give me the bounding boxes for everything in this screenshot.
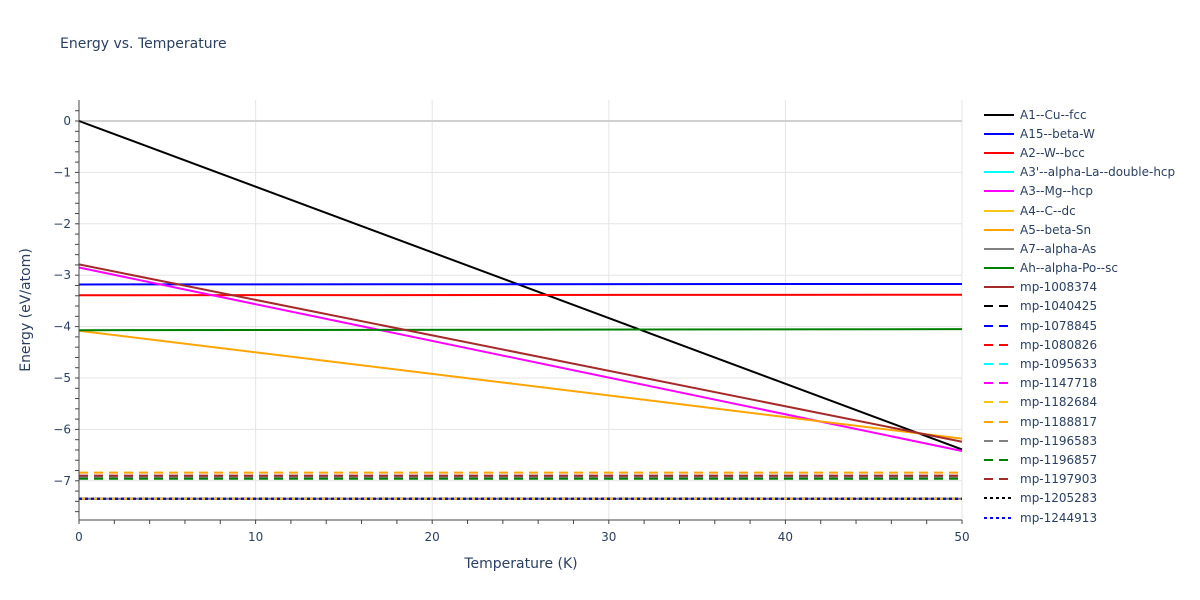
legend-item[interactable]: mp-1095633: [984, 354, 1175, 373]
series-line[interactable]: [78, 120, 963, 451]
legend-label: mp-1080826: [1020, 337, 1098, 352]
y-tick-label: −1: [53, 165, 71, 179]
legend-swatch-icon: [984, 286, 1014, 289]
legend-swatch-icon: [984, 247, 1014, 250]
legend-swatch-icon: [984, 382, 1014, 385]
legend-item[interactable]: A7--alpha-As: [984, 239, 1175, 258]
legend-item[interactable]: mp-1080826: [984, 335, 1175, 354]
legend-swatch-icon: [984, 478, 1014, 481]
legend-item[interactable]: mp-1182684: [984, 393, 1175, 412]
series-line[interactable]: [78, 329, 963, 440]
legend-label: A4--C--dc: [1020, 203, 1076, 218]
legend-item[interactable]: mp-1147718: [984, 374, 1175, 393]
legend-swatch-icon: [984, 458, 1014, 461]
y-tick-label: 0: [63, 114, 71, 128]
legend-item[interactable]: mp-1196857: [984, 450, 1175, 469]
legend-swatch-icon: [984, 497, 1014, 500]
y-tick-label: −7: [53, 474, 71, 488]
legend-label: mp-1205283: [1020, 491, 1098, 506]
legend-label: mp-1147718: [1020, 376, 1098, 391]
legend-swatch-icon: [984, 209, 1014, 212]
legend-swatch-icon: [984, 516, 1014, 519]
x-tick-label: 10: [248, 530, 263, 544]
legend-label: mp-1182684: [1020, 395, 1098, 410]
legend-label: A3'--alpha-La--double-hcp: [1020, 165, 1176, 180]
legend-label: A15--beta-W: [1020, 126, 1095, 141]
legend-swatch-icon: [984, 363, 1014, 366]
series-line[interactable]: [78, 263, 963, 443]
legend-item[interactable]: mp-1008374: [984, 278, 1175, 297]
legend-swatch-icon: [984, 228, 1014, 231]
legend-item[interactable]: Ah--alpha-Po--sc: [984, 259, 1175, 278]
legend-item[interactable]: mp-1040425: [984, 297, 1175, 316]
legend-item[interactable]: mp-1244913: [984, 508, 1175, 527]
legend-item[interactable]: A4--C--dc: [984, 201, 1175, 220]
series-line[interactable]: [78, 328, 963, 332]
legend-label: Ah--alpha-Po--sc: [1020, 261, 1118, 276]
legend-item[interactable]: mp-1205283: [984, 489, 1175, 508]
legend-swatch-icon: [984, 324, 1014, 327]
legend-label: mp-1040425: [1020, 299, 1098, 314]
x-tick-label: 50: [954, 530, 969, 544]
legend-swatch-icon: [984, 305, 1014, 308]
legend-swatch-icon: [984, 267, 1014, 270]
legend-swatch-icon: [984, 151, 1014, 154]
legend-label: A2--W--bcc: [1020, 145, 1085, 160]
y-tick-label: −4: [53, 320, 71, 334]
legend-label: mp-1196857: [1020, 452, 1098, 467]
legend-swatch-icon: [984, 401, 1014, 404]
legend-swatch-icon: [984, 420, 1014, 423]
legend-label: A5--beta-Sn: [1020, 222, 1092, 237]
legend-label: mp-1244913: [1020, 510, 1098, 525]
legend-item[interactable]: A1--Cu--fcc: [984, 105, 1175, 124]
legend-item[interactable]: A3'--alpha-La--double-hcp: [984, 163, 1175, 182]
series-line[interactable]: [78, 282, 963, 286]
axes: 0 10 20 30 40 50 0 −1 −2 −3 −4 −5 −6 −7: [53, 100, 970, 544]
x-axis-title: Temperature (K): [463, 556, 577, 572]
legend-item[interactable]: A2--W--bcc: [984, 143, 1175, 162]
legend-label: mp-1008374: [1020, 280, 1098, 295]
y-tick-label: −3: [53, 268, 71, 282]
x-tick-label: 20: [425, 530, 440, 544]
x-tick-label: 30: [601, 530, 616, 544]
y-tick-label: −5: [53, 371, 71, 385]
legend: A1--Cu--fcc A15--beta-W A2--W--bcc A3'--alp…: [984, 105, 1175, 527]
legend-item[interactable]: mp-1078845: [984, 316, 1175, 335]
legend-label: mp-1197903: [1020, 472, 1098, 487]
legend-label: mp-1095633: [1020, 357, 1098, 372]
legend-swatch-icon: [984, 171, 1014, 174]
legend-swatch-icon: [984, 190, 1014, 193]
legend-label: A1--Cu--fcc: [1020, 107, 1087, 122]
y-tick-label: −2: [53, 217, 71, 231]
legend-swatch-icon: [984, 439, 1014, 442]
legend-item[interactable]: mp-1196583: [984, 431, 1175, 450]
legend-label: A3--Mg--hcp: [1020, 184, 1093, 199]
legend-item[interactable]: mp-1197903: [984, 470, 1175, 489]
series-line[interactable]: [78, 293, 963, 297]
legend-swatch-icon: [984, 113, 1014, 116]
legend-swatch-icon: [984, 132, 1014, 135]
y-tick-label: −6: [53, 422, 71, 436]
legend-item[interactable]: A5--beta-Sn: [984, 220, 1175, 239]
legend-item[interactable]: A3--Mg--hcp: [984, 182, 1175, 201]
series-lines: [78, 120, 963, 500]
chart-title: Energy vs. Temperature: [60, 36, 227, 52]
y-axis-title: Energy (eV/atom): [18, 248, 34, 372]
legend-label: mp-1188817: [1020, 414, 1098, 429]
legend-swatch-icon: [984, 343, 1014, 346]
legend-label: mp-1078845: [1020, 318, 1098, 333]
legend-item[interactable]: mp-1188817: [984, 412, 1175, 431]
x-tick-label: 40: [778, 530, 793, 544]
x-tick-label: 0: [75, 530, 83, 544]
legend-label: A7--alpha-As: [1020, 241, 1097, 256]
legend-item[interactable]: A15--beta-W: [984, 124, 1175, 143]
legend-label: mp-1196583: [1020, 433, 1098, 448]
gridlines: [79, 100, 963, 520]
